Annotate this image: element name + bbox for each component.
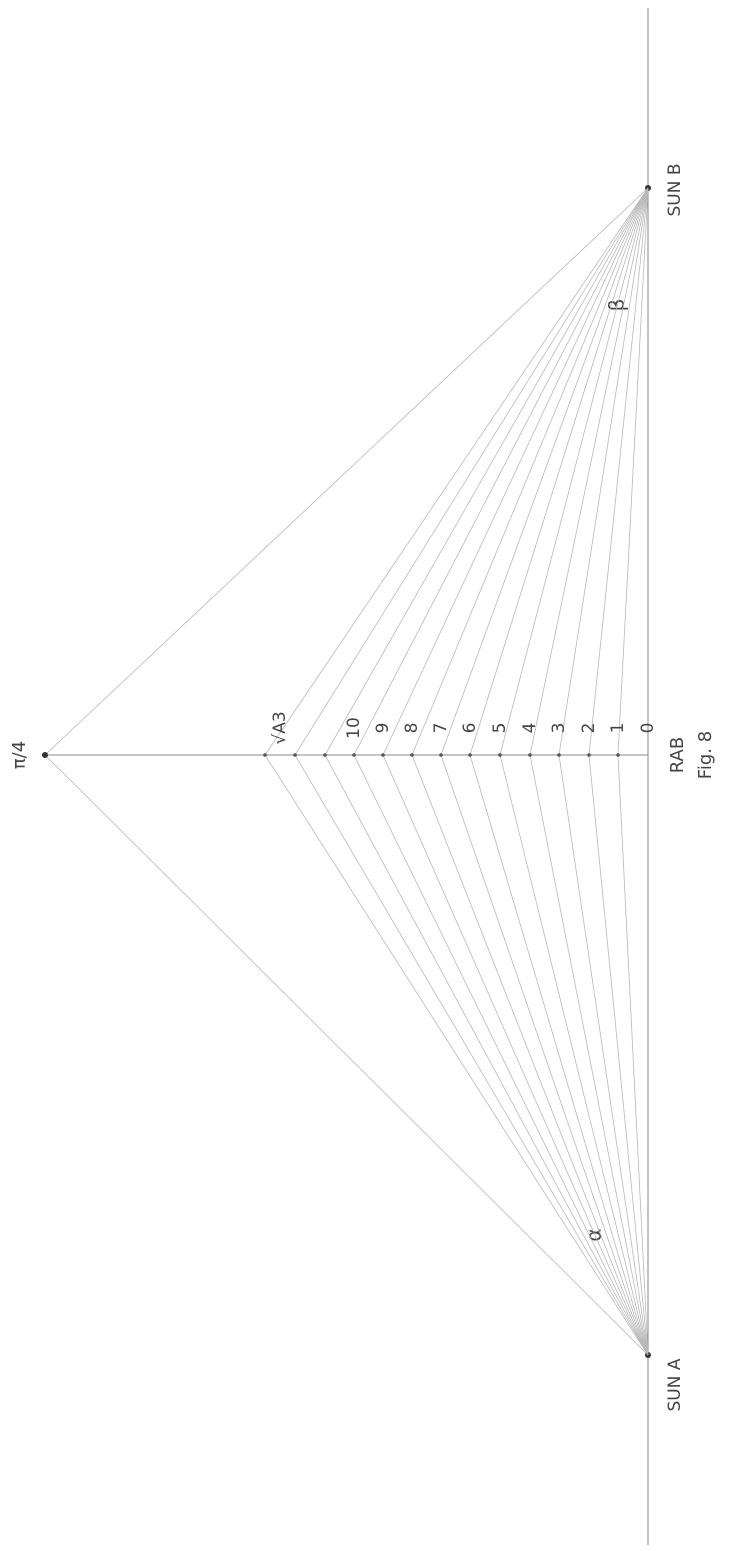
sun-a-label: SUN A [665,1358,685,1411]
scale-label: 0 [638,723,658,734]
scale-point [616,753,620,757]
scale-point [263,753,267,757]
scale-label: 3 [549,723,569,734]
ray-a [382,754,649,1356]
ray-a [529,754,649,1356]
ray-a [617,754,649,1356]
apex-line-a [44,754,649,1356]
scale-point [352,753,356,757]
scale-point [439,753,443,757]
ray-a [499,754,649,1356]
scale-point [293,753,297,757]
scale-label: 5 [490,723,510,734]
ray-a [588,754,649,1356]
ray-b [469,187,649,756]
ray-a [558,754,649,1356]
ray-b [353,187,649,756]
ray-b [264,187,649,756]
ray-a [411,754,649,1356]
scale-label: 4 [520,723,540,734]
scale-point [468,753,472,757]
scale-label: 7 [431,723,451,734]
alpha-label: α [582,1228,606,1241]
scale-label: 10 [344,717,364,739]
ray-a [324,754,649,1356]
scale-label: 9 [373,723,393,734]
scale-point [557,753,561,757]
ray-b [411,187,649,756]
ray-b [588,187,649,756]
ray-b [324,187,649,756]
ray-a [440,754,649,1356]
sun-b-label: SUN B [665,163,685,216]
ray-b [382,187,649,756]
scale-point [498,753,502,757]
apex-label: π/4 [9,741,30,769]
figure-label: Fig. 8 [695,731,716,779]
scale-point [587,753,591,757]
scale-point [381,753,385,757]
ray-b [529,187,649,756]
scale-label: 1 [608,723,628,734]
ray-b [499,187,649,756]
ray-b [617,187,649,756]
scale-point [410,753,414,757]
apex-point [42,752,48,758]
scale-label: 2 [579,723,599,734]
ray-b [558,187,649,756]
scale-point [323,753,327,757]
scale-label: √A3 [270,711,290,744]
ray-a [264,754,649,1356]
scale-point [528,753,532,757]
scale-label: 8 [402,723,422,734]
axis-label: RAB [667,737,688,773]
ray-a [353,754,649,1356]
ray-b [440,187,649,756]
ray-a [469,754,649,1356]
ray-b [294,187,649,756]
scale-label: 6 [460,723,480,734]
ray-a [294,754,649,1356]
apex-line-b [44,187,649,756]
